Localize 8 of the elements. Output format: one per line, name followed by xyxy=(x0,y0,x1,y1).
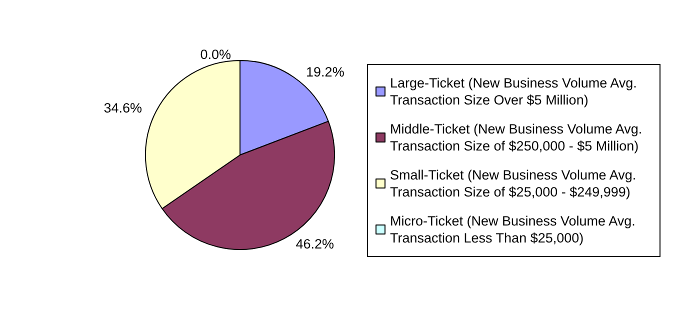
legend-label: Large-Ticket (New Business Volume Avg. Transaction Size Over $5 Million) xyxy=(390,76,641,108)
text: 0.0% xyxy=(200,46,231,62)
legend-label: Micro-Ticket (New Business Volume Avg. Transaction Less Than $25,000) xyxy=(390,214,640,246)
data-label: 19.2% xyxy=(306,64,344,80)
data-label: 46.2% xyxy=(296,236,334,252)
data-label: 34.6% xyxy=(104,100,142,116)
legend-label: Small-Ticket (New Business Volume Avg. Transaction Size of $25,000 - $249,999) xyxy=(390,168,640,200)
legend-label: Middle-Ticket (New Business Volume Avg. Transaction Size of $250,000 - $5 Million) xyxy=(390,122,646,154)
